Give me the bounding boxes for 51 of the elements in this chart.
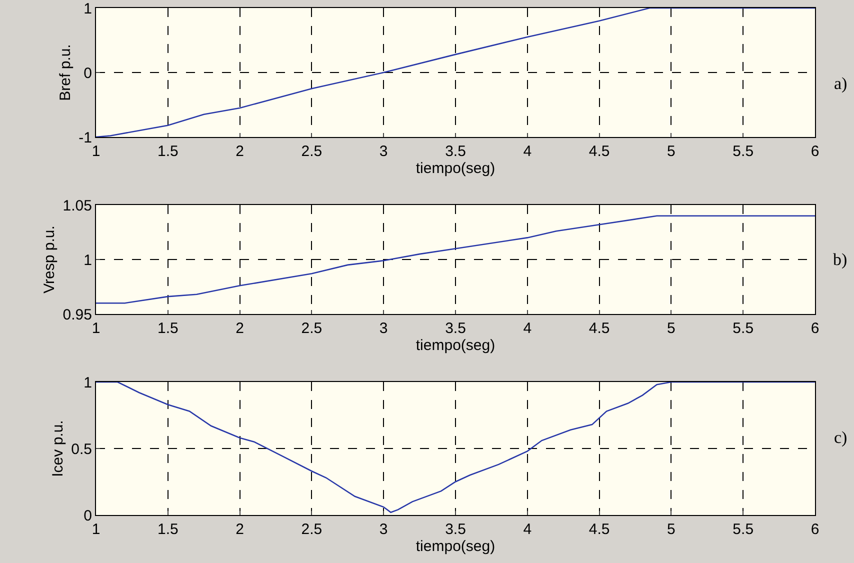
x-tick-label: 6 (810, 143, 820, 160)
x-tick-label: 2.5 (301, 143, 322, 160)
x-tick-label: 4.5 (588, 143, 610, 160)
x-tick-label: 1.5 (157, 143, 178, 160)
x-tick-label: 5.5 (732, 320, 754, 337)
y-tick-label: 0 (84, 507, 92, 524)
text: a) (834, 74, 848, 93)
x-tick-label: 4.5 (588, 320, 610, 337)
x-tick-label: 2 (236, 320, 244, 337)
text: c) (834, 428, 848, 447)
x-tick-label: 2 (236, 143, 244, 160)
y-tick-label: 1 (84, 252, 92, 269)
y-tick-label: 1 (84, 0, 92, 18)
x-axis-title: tiempo(seg) (416, 160, 496, 177)
y-tick-label: 0.5 (71, 440, 92, 458)
x-tick-label: 3.5 (445, 143, 466, 160)
x-tick-label: 1.5 (157, 320, 178, 337)
x-axis-title: tiempo(seg) (416, 337, 496, 354)
x-tick-label: 3 (379, 521, 388, 538)
text: b) (833, 250, 848, 269)
x-tick-label: 2 (236, 521, 244, 538)
x-tick-label: 3.5 (445, 521, 466, 538)
x-tick-label: 4 (523, 521, 532, 538)
x-tick-label: 3 (379, 320, 388, 337)
line-series (96, 382, 815, 513)
y-tick-label: 0 (84, 64, 92, 82)
line-series (96, 8, 815, 137)
x-tick-label: 5.5 (732, 143, 754, 160)
x-tick-label: 1.5 (157, 521, 178, 538)
y-tick-label: -1 (78, 129, 92, 146)
x-tick-label: 6 (810, 320, 820, 337)
x-tick-label: 5 (667, 521, 676, 538)
x-tick-label: 4 (523, 143, 532, 160)
x-tick-label: 5 (667, 320, 676, 337)
x-tick-label: 4.5 (588, 521, 610, 538)
line-series (96, 215, 815, 304)
x-tick-label: 2.5 (301, 320, 322, 337)
y-axis-title: Icev p.u. (49, 420, 66, 477)
x-tick-label: 3.5 (445, 320, 466, 337)
x-tick-label: 5 (667, 143, 676, 160)
y-axis-title: Bref p.u. (56, 44, 74, 101)
x-tick-label: 3 (379, 143, 388, 160)
x-tick-label: 6 (810, 521, 820, 538)
x-tick-label: 4 (523, 320, 532, 337)
x-tick-label: 5.5 (732, 521, 754, 538)
y-tick-label: 1.05 (62, 197, 92, 214)
x-tick-label: 2.5 (301, 521, 322, 538)
y-axis-title: Vresp p.u. (41, 226, 58, 294)
y-tick-label: 1 (84, 374, 92, 392)
y-tick-label: 0.95 (62, 306, 92, 324)
x-axis-title: tiempo(seg) (416, 538, 496, 555)
